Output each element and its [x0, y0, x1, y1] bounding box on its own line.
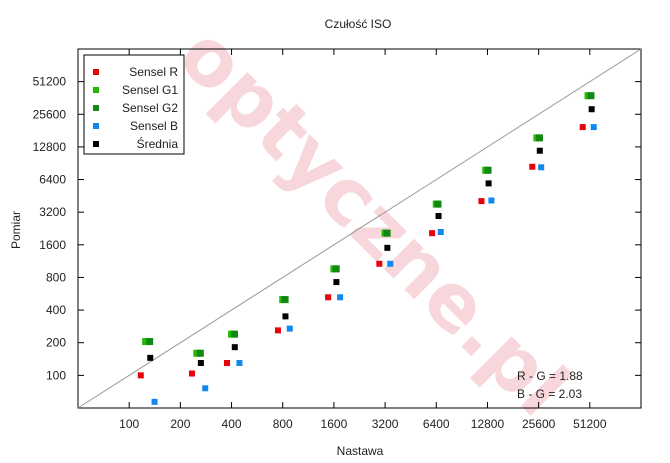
y-tick-label: 6400 — [39, 173, 66, 187]
x-tick-label: 200 — [170, 417, 190, 431]
point-series-2 — [587, 92, 595, 100]
chart-title: Czułość ISO — [325, 17, 392, 31]
point-series-3 — [337, 294, 344, 301]
x-tick-label: 400 — [222, 417, 242, 431]
y-tick-label: 200 — [46, 336, 66, 350]
x-axis-label: Nastawa — [337, 444, 384, 458]
y-tick-label: 25600 — [33, 107, 67, 121]
point-series-0 — [274, 327, 281, 334]
legend: Sensel R Sensel G1 Sensel G2 Sensel B Średni… — [83, 54, 185, 155]
legend-label-series-0: Sensel R — [129, 65, 178, 79]
point-series-4 — [282, 313, 289, 320]
point-series-3 — [488, 197, 495, 204]
point-series-0 — [376, 260, 383, 267]
y-tick-label: 400 — [46, 303, 66, 317]
point-series-4 — [147, 354, 154, 361]
point-series-3 — [387, 260, 394, 267]
point-series-0 — [325, 294, 332, 301]
point-series-3 — [286, 325, 293, 332]
legend-swatch-series-3 — [93, 123, 99, 129]
x-tick-label: 1600 — [321, 417, 348, 431]
point-series-4 — [485, 180, 492, 187]
annotation-r-g: R - G = 1.88 — [517, 369, 583, 383]
point-series-2 — [230, 330, 238, 338]
annotation-b-g: B - G = 2.03 — [517, 387, 582, 401]
y-tick-label: 12800 — [33, 140, 67, 154]
x-tick-label: 25600 — [522, 417, 556, 431]
legend-swatch-series-0 — [93, 69, 99, 75]
x-tick-label: 6400 — [423, 417, 450, 431]
point-series-4 — [384, 244, 391, 251]
legend-swatch-series-1 — [93, 87, 99, 93]
point-series-2 — [196, 349, 204, 357]
point-series-0 — [137, 372, 144, 379]
point-series-0 — [223, 360, 230, 367]
legend-label-series-1: Sensel G1 — [122, 83, 178, 97]
point-series-2 — [383, 229, 391, 237]
point-series-4 — [588, 106, 595, 113]
point-series-4 — [435, 213, 442, 220]
y-tick-label: 3200 — [39, 205, 66, 219]
point-series-0 — [529, 163, 536, 170]
x-tick-label: 800 — [273, 417, 293, 431]
point-series-4 — [536, 147, 543, 154]
legend-swatch-series-4 — [93, 141, 99, 147]
point-series-0 — [579, 124, 586, 131]
x-tick-label: 3200 — [372, 417, 399, 431]
legend-label-series-2: Sensel G2 — [122, 101, 178, 115]
y-tick-label: 100 — [46, 368, 66, 382]
point-series-4 — [231, 344, 238, 351]
point-series-0 — [429, 230, 436, 237]
point-series-1 — [142, 338, 150, 346]
point-series-3 — [202, 385, 209, 392]
point-series-2 — [281, 296, 289, 304]
point-series-2 — [332, 265, 340, 273]
y-axis-label: Pomiar — [9, 211, 23, 249]
plot-frame — [77, 48, 642, 409]
legend-label-series-3: Sensel B — [130, 119, 178, 133]
point-series-3 — [437, 229, 444, 236]
legend-label-series-4: Średnia — [137, 136, 179, 151]
y-tick-label: 1600 — [39, 238, 66, 252]
x-tick-label: 12800 — [471, 417, 505, 431]
point-series-3 — [151, 398, 158, 405]
point-series-2 — [434, 200, 442, 208]
legend-box — [83, 54, 185, 155]
point-series-4 — [197, 360, 204, 367]
point-series-0 — [188, 370, 195, 377]
reference-line — [77, 48, 642, 409]
point-series-2 — [484, 166, 492, 174]
point-series-3 — [538, 164, 545, 171]
y-tick-label: 800 — [46, 270, 66, 284]
y-tick-label: 51200 — [33, 75, 67, 89]
point-series-3 — [590, 124, 597, 131]
legend-swatch-series-2 — [93, 105, 99, 111]
point-series-3 — [236, 360, 243, 367]
x-tick-label: 51200 — [573, 417, 607, 431]
point-series-2 — [146, 338, 154, 346]
x-tick-label: 100 — [119, 417, 139, 431]
point-series-0 — [478, 198, 485, 205]
point-series-2 — [535, 134, 543, 142]
point-series-4 — [333, 279, 340, 286]
